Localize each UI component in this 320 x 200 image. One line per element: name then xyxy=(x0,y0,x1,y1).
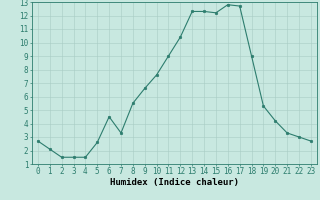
X-axis label: Humidex (Indice chaleur): Humidex (Indice chaleur) xyxy=(110,178,239,187)
